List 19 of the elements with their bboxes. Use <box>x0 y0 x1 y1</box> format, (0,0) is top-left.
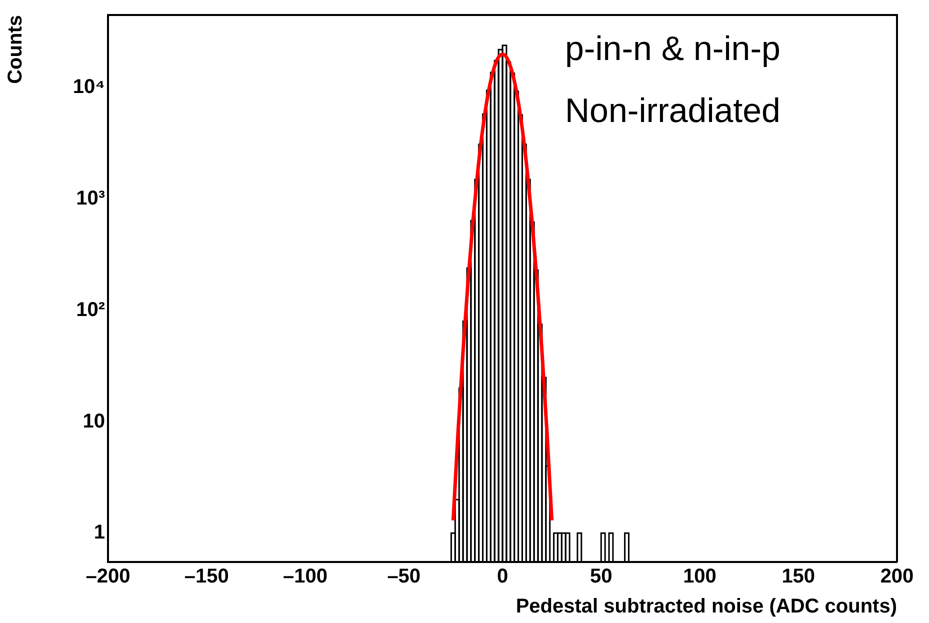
y-tick-label: 10³ <box>76 188 106 210</box>
line-series <box>451 52 554 522</box>
y-tick-label: 10² <box>76 298 106 321</box>
x-tick-label: 0 <box>496 566 508 588</box>
x-tick-label: –100 <box>283 566 328 588</box>
x-tick-label: 200 <box>880 566 914 588</box>
x-tick-label: –150 <box>184 566 229 588</box>
x-tick-label: 100 <box>683 566 716 588</box>
x-tick-label: –200 <box>86 566 130 588</box>
annotation: Non-irradiated <box>565 92 780 130</box>
y-tick-label: 10⁴ <box>72 76 105 98</box>
x-tick-label: 50 <box>590 566 612 588</box>
y-axis-title: Counts <box>4 15 27 84</box>
annotation: p-in-n & n-in-p <box>565 30 780 68</box>
x-axis-title: Pedestal subtracted noise (ADC counts) <box>516 596 897 618</box>
x-tick-label: –50 <box>387 566 421 588</box>
x-tick-label: 150 <box>782 566 816 588</box>
y-tick-label: 10 <box>82 410 105 432</box>
y-tick-label: 1 <box>94 522 105 544</box>
